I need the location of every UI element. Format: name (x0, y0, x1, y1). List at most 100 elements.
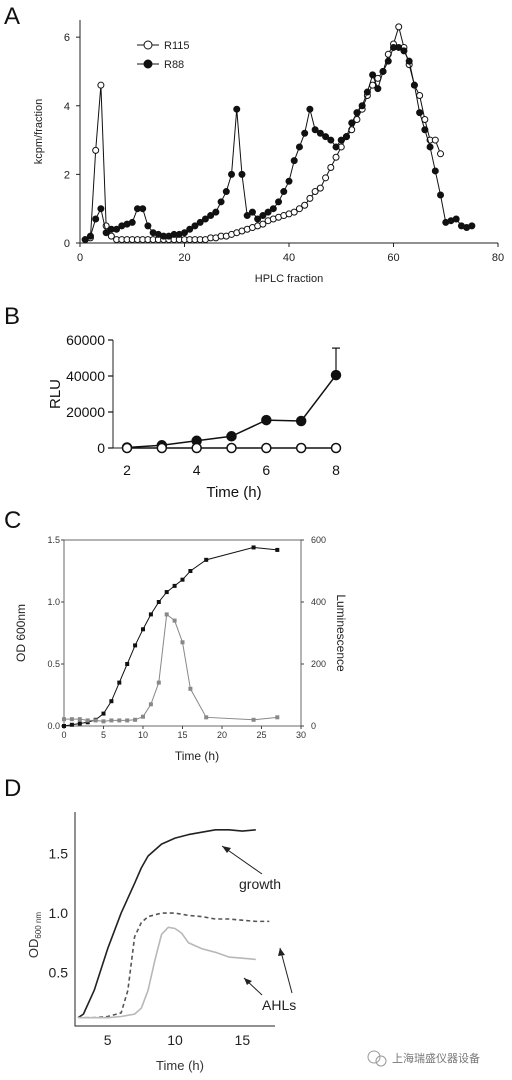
y-tick-label-a: 2 (64, 169, 70, 181)
data-point-a-2 (128, 218, 136, 226)
data-point-a-2 (348, 119, 356, 127)
data-point-c-1 (180, 577, 185, 582)
data-point-c-1 (164, 590, 169, 595)
data-point-b-2 (156, 442, 168, 454)
data-point-a-2 (400, 47, 408, 55)
x-axis-label-a: HPLC fraction (255, 273, 323, 285)
data-point-b-1 (295, 415, 307, 427)
data-point-a-1 (431, 136, 439, 144)
data-point-c-1 (62, 724, 66, 728)
data-point-a-2 (395, 43, 403, 51)
arrow-ahls-2 (279, 947, 293, 994)
y-axis-label-b: RLU (47, 379, 64, 409)
y-axis-label-d-main: OD (26, 939, 41, 959)
data-point-c-1 (251, 545, 256, 550)
x-tick-label-d: 10 (167, 1032, 183, 1048)
data-point-a-1 (322, 174, 330, 182)
chart-panel-d: 5 10 15 0.5 1.0 1.5 Time (h) OD600 nm growth AHLs (26, 812, 296, 1073)
data-point-a-1 (107, 232, 115, 240)
data-point-a-2 (207, 212, 215, 220)
legend-label-a-2: R88 (164, 59, 184, 71)
data-point-c-2 (180, 640, 185, 645)
y-tick-label-b: 40000 (66, 368, 105, 384)
data-point-a-1 (311, 188, 319, 196)
panel-label-c: C (4, 507, 21, 534)
data-point-a-2 (181, 229, 188, 237)
chart-panel-b: 2 4 6 8 0 20000 40000 60000 Time (h) RLU (47, 332, 342, 501)
data-point-a-2 (290, 157, 298, 165)
x-tick-label-b: 8 (332, 462, 340, 478)
data-point-a-2 (374, 85, 382, 93)
y-tick-label-d: 1.5 (49, 846, 69, 862)
y-tick-label-a: 6 (64, 32, 70, 44)
data-point-c-1 (133, 643, 138, 648)
data-point-c-2 (251, 717, 256, 722)
data-point-a-2 (259, 212, 267, 220)
data-point-a-2 (186, 225, 194, 233)
y-tick-label-c: 0.0 (47, 721, 60, 731)
data-point-a-2 (228, 170, 236, 178)
data-point-c-2 (62, 717, 66, 722)
data-point-a-2 (243, 212, 251, 220)
data-point-a-2 (275, 198, 283, 206)
data-point-c-1 (156, 600, 161, 604)
data-point-b-2 (191, 442, 202, 454)
y-tick-label-a: 0 (64, 238, 70, 250)
data-point-a-2 (322, 133, 330, 141)
chart-panel-a: 0 20 40 60 80 0 2 4 6 HPLC fraction kcpm/fraction R… (33, 20, 504, 285)
data-point-a-2 (426, 143, 434, 151)
data-point-a-2 (144, 222, 152, 230)
y-tick-label-d: 0.5 (49, 965, 69, 981)
data-point-a-2 (379, 67, 387, 75)
y-axis-label-d-sub: 600 nm (34, 912, 43, 939)
data-point-a-2 (217, 198, 225, 206)
data-point-a-2 (238, 170, 246, 178)
x-tick-label-c: 0 (61, 730, 66, 740)
y2-tick-label-c: 0 (311, 721, 316, 731)
data-point-a-2 (437, 191, 445, 199)
y-tick-label-b: 60000 (66, 332, 105, 348)
data-point-c-1 (275, 547, 280, 552)
data-point-a-2 (421, 126, 429, 134)
x-tick-label-c: 20 (217, 730, 227, 740)
data-point-a-1 (306, 194, 314, 202)
data-point-a-2 (92, 215, 100, 223)
data-point-a-2 (311, 126, 319, 134)
data-point-a-2 (254, 215, 262, 223)
data-point-c-1 (125, 662, 130, 666)
panel-label-b: B (4, 303, 20, 330)
x-tick-label-a: 60 (387, 252, 399, 264)
data-point-c-1 (204, 557, 209, 562)
watermark: 上海瑞盛仪器设备 (367, 1050, 480, 1067)
data-point-a-2 (468, 222, 476, 230)
data-point-a-2 (81, 236, 89, 244)
y-tick-label-b: 0 (97, 440, 105, 456)
y-axis-label-d: OD600 nm (26, 912, 43, 959)
data-point-a-2 (248, 208, 256, 216)
data-point-a-2 (102, 229, 110, 237)
data-point-b-2 (295, 442, 307, 454)
data-point-c-1 (148, 612, 153, 617)
data-point-a-2 (222, 188, 230, 196)
data-point-c-2 (125, 718, 130, 723)
data-point-a-2 (97, 205, 105, 213)
data-point-c-1 (77, 721, 82, 726)
x-tick-label-c: 15 (177, 730, 187, 740)
x-tick-label-a: 0 (77, 252, 83, 264)
x-tick-label-c: 30 (296, 730, 306, 740)
y-axis-label-a: kcpm/fraction (33, 99, 45, 164)
data-point-a-2 (301, 129, 309, 137)
data-point-b-1 (226, 431, 237, 442)
series-line-d-3 (78, 926, 256, 1019)
data-point-a-2 (295, 143, 303, 151)
data-point-a-1 (97, 81, 105, 89)
data-point-a-1 (92, 146, 100, 154)
y2-tick-label-c: 400 (311, 597, 326, 607)
arrowhead-ahls-1 (244, 978, 252, 985)
data-point-b-2 (261, 442, 272, 454)
x-tick-label-d: 5 (104, 1032, 112, 1048)
x-tick-label-b: 2 (123, 462, 131, 478)
x-tick-label-a: 20 (178, 252, 190, 264)
data-point-a-2 (201, 215, 209, 223)
data-point-a-1 (327, 164, 335, 172)
